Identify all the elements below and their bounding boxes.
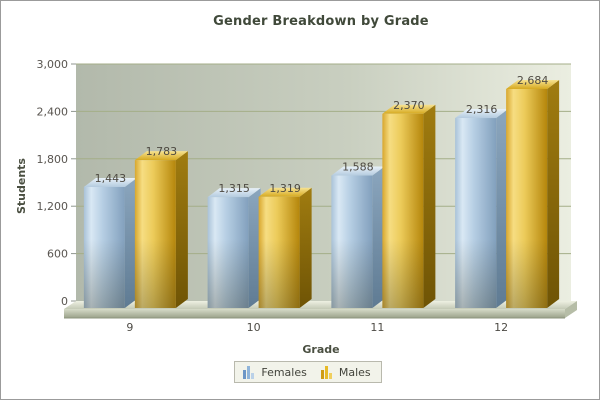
- bar-females-grade-12: [455, 109, 509, 308]
- bar-females-grade-11: [331, 166, 385, 308]
- bar-males-grade-10: [258, 187, 312, 308]
- value-label: 1,443: [95, 172, 127, 185]
- x-axis-title: Grade: [302, 343, 340, 356]
- value-label: 2,370: [393, 99, 425, 112]
- chart-title: Gender Breakdown by Grade: [213, 14, 429, 29]
- bar-front-shade: [331, 175, 373, 308]
- bar-front-shade: [382, 113, 424, 309]
- x-tick-label: 11: [370, 321, 384, 334]
- y-tick-label: 0: [61, 295, 68, 308]
- value-label: 1,319: [269, 182, 301, 195]
- bar-side-face: [496, 109, 509, 308]
- legend-label-males: Males: [338, 365, 371, 379]
- value-label: 2,684: [517, 74, 549, 87]
- bar-males-grade-12: [506, 79, 560, 309]
- bar-top-face: [258, 187, 312, 197]
- bar-front-shade: [134, 160, 176, 308]
- y-tick-label: 600: [47, 248, 68, 261]
- legend-label-females: Females: [261, 365, 307, 379]
- bar-side-face: [124, 178, 137, 308]
- chart-floor-top: [64, 301, 577, 309]
- bar-front-shade: [506, 88, 548, 309]
- bar-side-face: [175, 151, 188, 308]
- bar-front-shade: [258, 196, 300, 308]
- bar-top-face: [506, 79, 560, 89]
- bar-front-shade: [455, 118, 497, 308]
- bar-side-face: [547, 79, 560, 309]
- legend: Females Males: [1, 361, 599, 383]
- value-label: 1,783: [146, 145, 178, 158]
- value-label: 2,316: [466, 103, 498, 116]
- bar-side-face: [299, 187, 312, 308]
- y-tick-label: 1,200: [37, 200, 69, 213]
- chart-floor-end: [565, 301, 577, 318]
- bar-front-shade: [207, 197, 249, 308]
- bar-males-grade-9: [134, 151, 188, 308]
- x-tick-label: 12: [494, 321, 508, 334]
- legend-item-females: Females: [243, 365, 307, 379]
- legend-males-bars-icon: [320, 366, 332, 379]
- bar-females-grade-10: [207, 188, 261, 308]
- y-tick-label: 3,000: [37, 58, 69, 71]
- value-label: 1,315: [218, 182, 250, 195]
- bar-top-face: [331, 166, 385, 176]
- x-tick-label: 9: [126, 321, 133, 334]
- bar-side-face: [423, 104, 436, 309]
- bar-top-face: [83, 178, 137, 188]
- y-axis-title: Students: [15, 158, 28, 214]
- bar-top-face: [382, 104, 436, 114]
- bar-top-face: [455, 109, 509, 119]
- y-tick-label: 2,400: [37, 105, 69, 118]
- bar-side-face: [248, 188, 261, 308]
- bar-females-grade-9: [83, 178, 137, 308]
- legend-item-males: Males: [320, 365, 371, 379]
- legend-box: Females Males: [234, 361, 382, 383]
- x-tick-label: 10: [247, 321, 261, 334]
- bar-front-shade: [83, 187, 125, 308]
- y-tick-label: 1,800: [37, 153, 69, 166]
- bar-top-face: [134, 151, 188, 161]
- bar-side-face: [372, 166, 385, 308]
- legend-females-bars-icon: [243, 366, 255, 379]
- chart-floor-front: [64, 309, 565, 318]
- bar-top-face: [207, 188, 261, 198]
- value-label: 1,588: [342, 161, 374, 174]
- bar-males-grade-11: [382, 104, 436, 309]
